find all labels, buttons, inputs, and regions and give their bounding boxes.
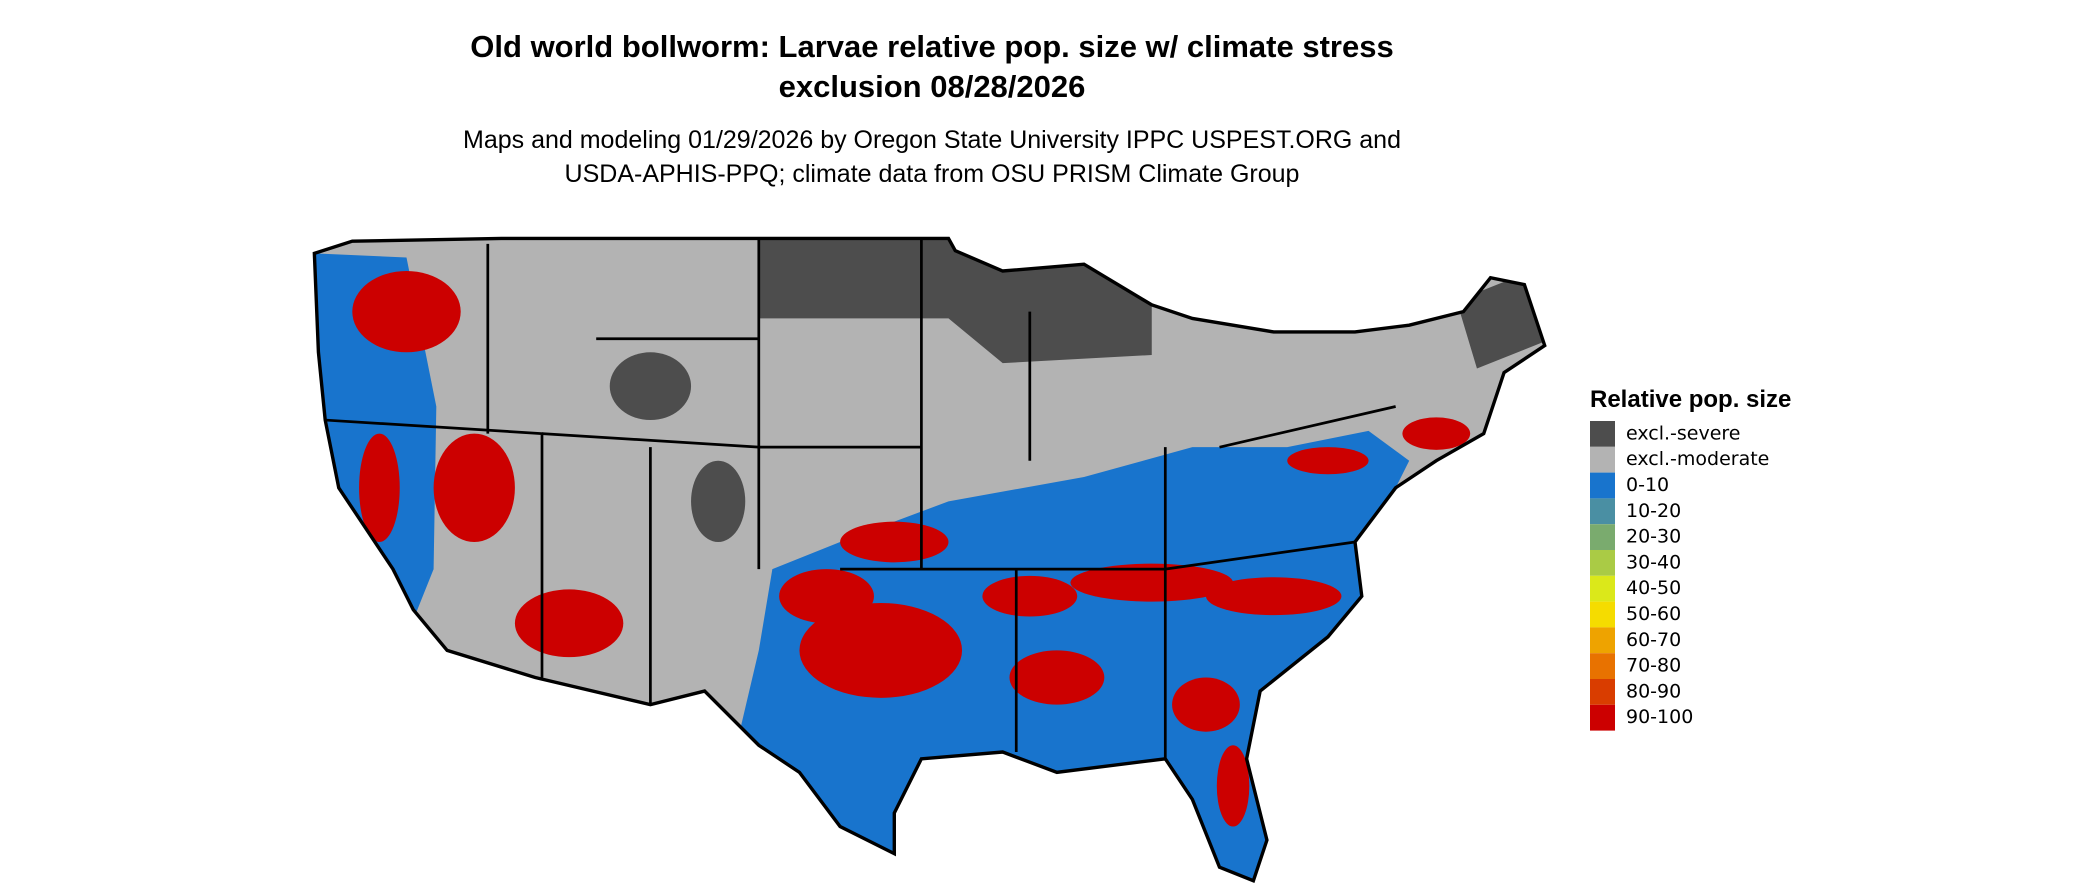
legend-label: excl.-severe xyxy=(1626,422,1741,444)
legend-swatch xyxy=(1590,421,1615,447)
legend-label: 20-30 xyxy=(1626,526,1681,548)
legend-swatch xyxy=(1590,704,1615,731)
us-map xyxy=(312,236,1547,883)
legend-swatch xyxy=(1590,446,1615,473)
legend-swatch xyxy=(1590,653,1615,679)
legend-swatch xyxy=(1590,627,1615,654)
legend-label: 80-90 xyxy=(1626,680,1681,702)
title: Old world bollworm: Larvae relative pop.… xyxy=(470,29,1393,64)
legend-label: 70-80 xyxy=(1626,655,1681,677)
legend: excl.-severe excl.-moderate 0-10 10-20 20-30… xyxy=(1590,421,1769,731)
legend-title: Relative pop. size xyxy=(1590,386,1791,413)
legend-label: 10-20 xyxy=(1626,500,1681,522)
legend-label: 60-70 xyxy=(1626,629,1681,651)
legend-label: 40-50 xyxy=(1626,577,1681,599)
state-lines xyxy=(325,238,1396,759)
legend-swatch xyxy=(1590,524,1615,550)
subtitle: USDA-APHIS-PPQ; climate data from OSU PR… xyxy=(565,160,1300,188)
legend-swatch xyxy=(1590,498,1615,525)
legend-label: excl.-moderate xyxy=(1626,448,1769,470)
legend-label: 30-40 xyxy=(1626,551,1681,573)
legend-label: 50-60 xyxy=(1626,603,1681,625)
legend-label: 0-10 xyxy=(1626,474,1669,496)
legend-swatch xyxy=(1590,472,1615,499)
region xyxy=(758,238,1152,364)
legend-label: 90-100 xyxy=(1626,706,1693,728)
legend-swatch xyxy=(1590,550,1615,576)
legend-swatch xyxy=(1590,575,1615,602)
region xyxy=(691,460,746,542)
legend-swatch xyxy=(1590,679,1615,705)
region xyxy=(609,352,692,421)
title: exclusion 08/28/2026 xyxy=(779,69,1086,104)
legend-swatch xyxy=(1590,601,1615,628)
subtitle: Maps and modeling 01/29/2026 by Oregon S… xyxy=(463,126,1401,154)
